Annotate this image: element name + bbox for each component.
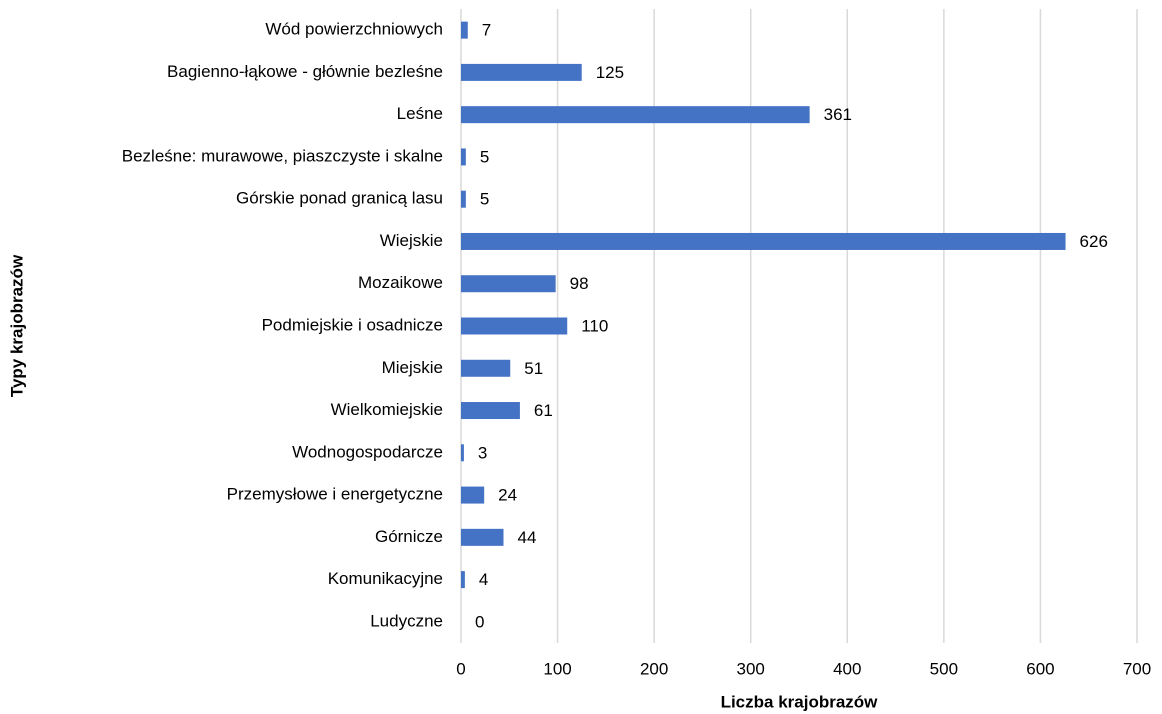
bar — [461, 571, 465, 589]
y-tick-label: Wodnogospodarcze — [292, 442, 443, 461]
x-tick-label: 0 — [456, 659, 465, 678]
data-label: 7 — [482, 21, 491, 40]
data-label: 0 — [475, 612, 484, 631]
bar — [461, 359, 511, 377]
data-label: 125 — [596, 63, 624, 82]
bar — [461, 402, 520, 420]
bar — [461, 275, 556, 293]
data-label: 626 — [1080, 232, 1108, 251]
y-tick-label: Wielkomiejskie — [331, 400, 443, 419]
y-tick-label: Podmiejskie i osadnicze — [262, 315, 443, 334]
x-tick-label: 500 — [930, 659, 958, 678]
y-tick-label: Górskie ponad granicą lasu — [236, 189, 443, 208]
data-label: 361 — [824, 105, 852, 124]
y-tick-label: Ludyczne — [370, 611, 443, 630]
x-tick-label: 100 — [543, 659, 571, 678]
y-tick-label: Wód powierzchniowych — [265, 20, 443, 39]
bar — [461, 21, 468, 39]
y-tick-label: Górnicze — [375, 527, 443, 546]
data-label: 5 — [480, 147, 489, 166]
data-label: 3 — [478, 443, 487, 462]
data-label: 4 — [479, 570, 488, 589]
x-tick-label: 300 — [737, 659, 765, 678]
y-tick-label: Przemysłowe i energetyczne — [227, 485, 443, 504]
y-tick-label: Bezleśne: murawowe, piaszczyste i skalne — [122, 146, 443, 165]
data-label: 24 — [498, 486, 517, 505]
data-label: 44 — [517, 528, 536, 547]
data-label: 98 — [570, 274, 589, 293]
bar — [461, 63, 582, 81]
x-tick-label: 400 — [833, 659, 861, 678]
y-tick-label: Komunikacyjne — [328, 569, 443, 588]
y-tick-label: Miejskie — [382, 358, 443, 377]
y-tick-label: Leśne — [397, 104, 443, 123]
x-tick-label: 600 — [1026, 659, 1054, 678]
bar — [461, 106, 810, 124]
data-label: 51 — [524, 359, 543, 378]
y-tick-label: Bagienno-łąkowe - głównie bezleśne — [167, 62, 443, 81]
y-tick-label: Mozaikowe — [358, 273, 443, 292]
data-label: 110 — [581, 316, 608, 335]
data-label: 61 — [534, 401, 553, 420]
bar — [461, 148, 466, 166]
bar — [461, 190, 466, 208]
bar — [461, 317, 568, 335]
bar — [461, 232, 1066, 250]
x-axis-title: Liczba krajobrazów — [721, 692, 879, 711]
y-tick-label: Wiejskie — [380, 231, 443, 250]
data-label: 5 — [480, 190, 489, 209]
bar — [461, 528, 504, 546]
bar — [461, 444, 464, 462]
x-tick-label: 200 — [640, 659, 668, 678]
x-tick-label: 700 — [1123, 659, 1151, 678]
bar — [461, 486, 485, 504]
y-axis-title: Typy krajobrazów — [7, 254, 26, 397]
